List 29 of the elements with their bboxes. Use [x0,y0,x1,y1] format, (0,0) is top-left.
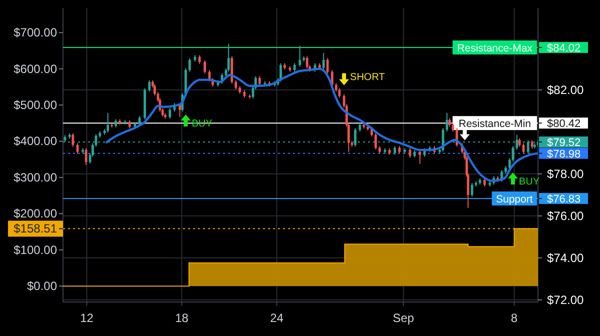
y-tick-label: $300.00 [14,170,58,184]
y-tick-label: $100.00 [14,242,58,257]
y2-tick-label: $78.98 [547,148,581,160]
y2-tick-label: $74.00 [547,250,584,265]
y2-tick-label: $78.00 [547,166,584,181]
y-tick-label: $600.00 [14,62,58,76]
annotation: SHORT [350,72,385,84]
y2-tick-label: $72.00 [547,292,584,307]
ref-line-label: Resistance-Max [457,42,534,54]
ref-line-label: Resistance-Min [458,118,532,130]
y2-tick-label: $79.52 [547,136,581,149]
y2-tick-label: $80.42 [547,118,581,130]
y2-tick-label: $82.00 [547,82,584,97]
ref-line-label: Support [496,193,533,206]
y2-tick-label: $84.02 [547,42,581,54]
y-tick-label: $400.00 [14,134,58,148]
x-tick-label: Sep [392,311,414,325]
x-tick-label: 12 [80,311,94,325]
y-tick-label: $700.00 [14,26,58,40]
y2-tick-label: $76.00 [547,208,584,223]
x-tick-label: 8 [510,311,518,325]
y-tick-label: $200.00 [14,206,58,221]
annotation: BUY [518,176,540,188]
y2-tick-label: $76.83 [547,193,581,206]
x-tick-label: 24 [270,311,284,325]
y-tick-label: $158.51 [14,222,58,236]
x-tick-label: 18 [175,311,189,325]
y-tick-label: $500.00 [14,98,58,112]
y-tick-label: $0.00 [26,279,58,294]
